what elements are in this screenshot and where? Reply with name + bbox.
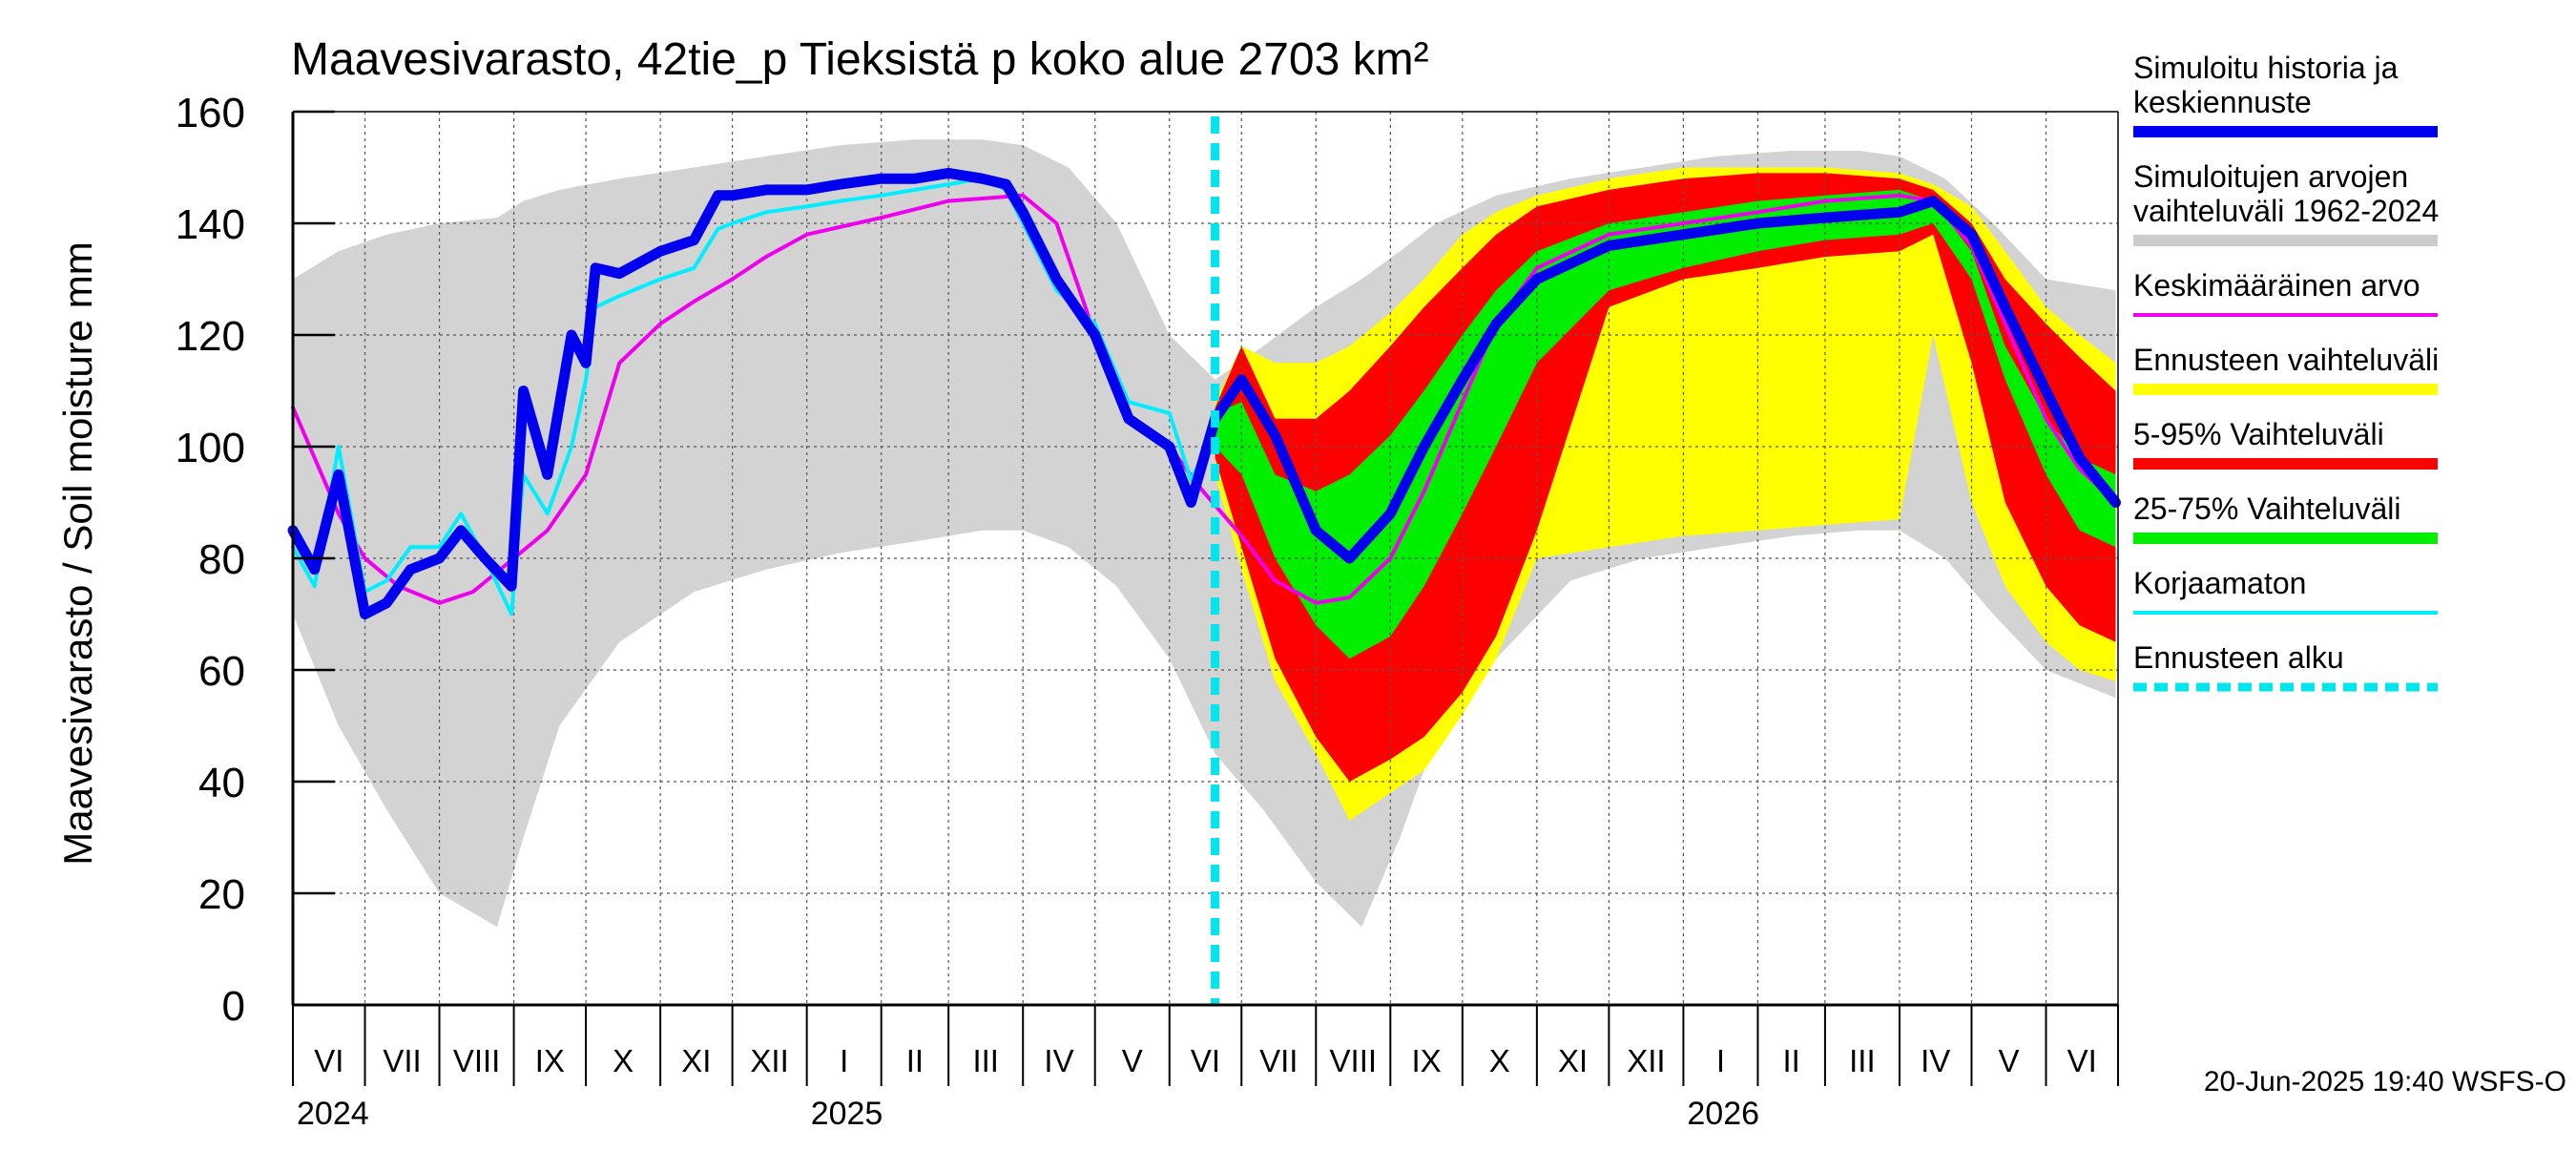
legend-item: Keskimääräinen arvo (2133, 268, 2438, 317)
legend-label: Simuloitujen arvojen (2133, 159, 2408, 194)
month-label: X (613, 1043, 634, 1078)
legend-label: Ennusteen alku (2133, 640, 2344, 675)
legend-label: Keskimääräinen arvo (2133, 268, 2420, 303)
month-label: VII (383, 1043, 421, 1078)
month-label: VI (2067, 1043, 2097, 1078)
month-label: XI (1558, 1043, 1588, 1078)
month-label: IV (1921, 1043, 1950, 1078)
month-label: II (1783, 1043, 1800, 1078)
y-tick-label: 80 (198, 536, 245, 583)
legend-label: Ennusteen vaihteluväli (2133, 343, 2439, 377)
month-label: VIII (453, 1043, 501, 1078)
legend-label: Korjaamaton (2133, 566, 2306, 600)
y-tick-label: 40 (198, 760, 245, 806)
year-label: 2025 (811, 1096, 883, 1132)
y-tick-label: 60 (198, 648, 245, 695)
legend-item: Ennusteen alku (2133, 640, 2438, 692)
month-label: I (1716, 1043, 1725, 1078)
legend-label: Simuloitu historia ja (2133, 51, 2399, 85)
month-label: IX (535, 1043, 565, 1078)
month-label: III (972, 1043, 999, 1078)
month-label: VI (1191, 1043, 1220, 1078)
legend-label: keskiennuste (2133, 85, 2312, 119)
y-tick-label: 120 (176, 313, 245, 360)
legend-item: Ennusteen vaihteluväli (2133, 343, 2439, 395)
month-label: IX (1412, 1043, 1442, 1078)
month-label: II (906, 1043, 924, 1078)
chart-title: Maavesivarasto, 42tie_p Tieksistä p koko… (291, 34, 1429, 85)
month-label: XII (1627, 1043, 1665, 1078)
year-label: 2024 (297, 1096, 369, 1132)
y-tick-label: 140 (176, 201, 245, 248)
legend-item: Korjaamaton (2133, 566, 2438, 615)
y-axis-label: Maavesivarasto / Soil moisture mm (55, 241, 100, 866)
footer-timestamp: 20-Jun-2025 19:40 WSFS-O (2204, 1066, 2566, 1098)
legend: Simuloitu historia jakeskiennusteSimuloi… (2133, 51, 2439, 692)
month-label: X (1489, 1043, 1510, 1078)
series-simuloitu-historia-ja-keskiennuste (287, 167, 2121, 619)
month-label: V (1122, 1043, 1143, 1078)
month-label: XII (750, 1043, 788, 1078)
month-label: VI (314, 1043, 343, 1078)
month-label: VIII (1330, 1043, 1378, 1078)
legend-label: 25-75% Vaihteluväli (2133, 491, 2400, 526)
y-tick-label: 160 (176, 90, 245, 136)
legend-item: 5-95% Vaihteluväli (2133, 417, 2438, 470)
y-tick-label: 0 (222, 983, 245, 1030)
y-tick-label: 100 (176, 425, 245, 471)
month-label: V (1998, 1043, 2019, 1078)
month-label: IV (1044, 1043, 1073, 1078)
band-25-75-vaihteluv-li (1215, 189, 2116, 659)
month-label: XI (681, 1043, 711, 1078)
y-tick-label: 20 (198, 871, 245, 918)
month-label: I (840, 1043, 848, 1078)
legend-item: 25-75% Vaihteluväli (2133, 491, 2438, 544)
band-5-95-vaihteluv-li (1215, 173, 2116, 782)
month-label: III (1849, 1043, 1876, 1078)
legend-label: 5-95% Vaihteluväli (2133, 417, 2384, 451)
legend-label: vaihteluväli 1962-2024 (2133, 194, 2439, 228)
month-label: VII (1259, 1043, 1298, 1078)
year-label: 2026 (1687, 1096, 1759, 1132)
